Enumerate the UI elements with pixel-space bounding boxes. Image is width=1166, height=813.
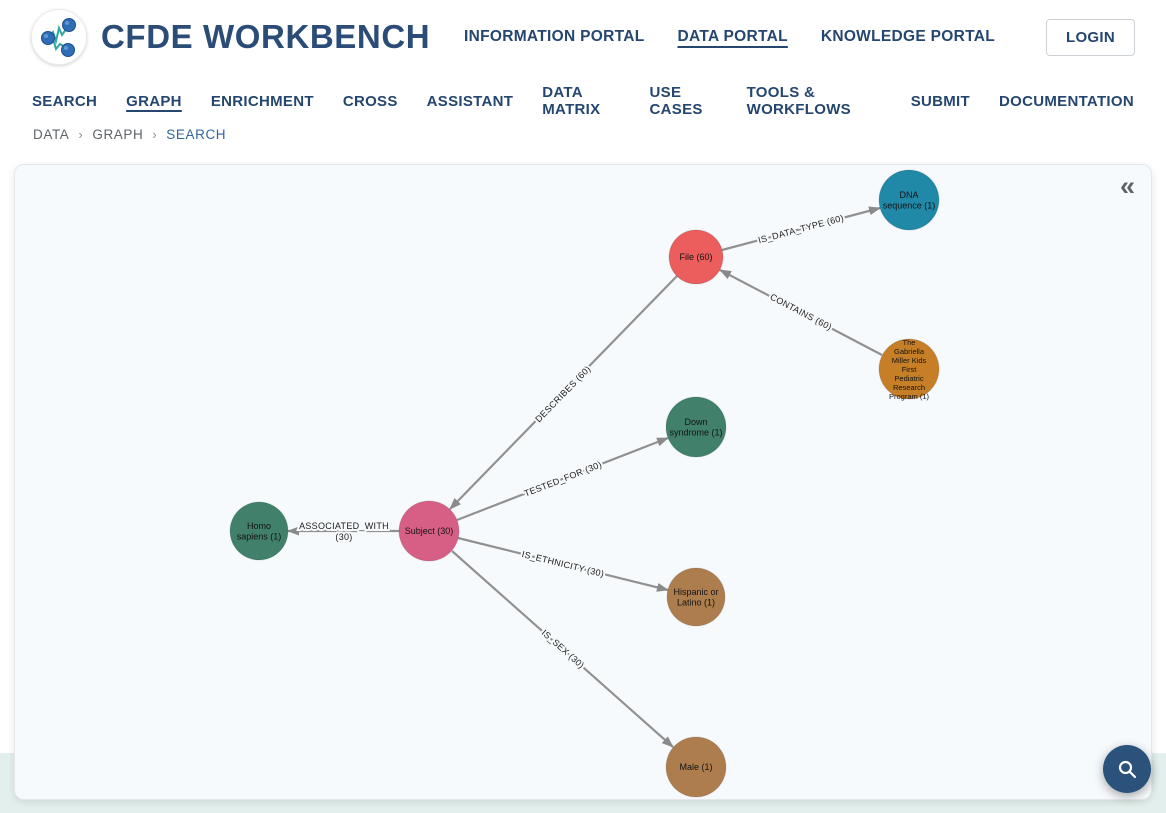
header: CFDE WORKBENCH INFORMATION PORTAL DATA P… (0, 0, 1166, 74)
search-fab-button[interactable] (1103, 745, 1151, 793)
tab-tools-workflows[interactable]: TOOLS & WORKFLOWS (746, 84, 851, 118)
nav-data-portal[interactable]: DATA PORTAL (677, 28, 788, 45)
nav-knowledge-portal[interactable]: KNOWLEDGE PORTAL (820, 28, 995, 45)
graph-edge-label-is-ethnicity: IS_ETHNICITY (30) (521, 549, 605, 579)
login-button[interactable]: LOGIN (1046, 18, 1135, 56)
graph-edge-label-is-sex: IS_SEX (30) (540, 628, 587, 671)
tab-search[interactable]: SEARCH (32, 92, 98, 110)
svg-text:Male (1): Male (1) (679, 762, 712, 772)
tab-enrichment[interactable]: ENRICHMENT (210, 92, 314, 110)
collapse-sidebar-icon[interactable]: « (1119, 171, 1135, 201)
graph-edge-tested-for (456, 436, 669, 522)
app-title: CFDE WORKBENCH (101, 18, 431, 55)
tab-documentation[interactable]: DOCUMENTATION (998, 92, 1134, 110)
graph-node-male[interactable]: Male (1) (665, 736, 727, 798)
graph-edge-contains (719, 269, 883, 356)
breadcrumb-graph[interactable]: GRAPH (92, 127, 144, 142)
tab-graph[interactable]: GRAPH (126, 92, 182, 110)
portal-nav: INFORMATION PORTAL DATA PORTAL KNOWLEDGE… (464, 18, 1135, 56)
breadcrumb-search: SEARCH (166, 127, 227, 142)
graph-node-dna-sequence[interactable]: DNA sequence (1) (878, 169, 940, 231)
graph-node-down-syndrome[interactable]: Down syndrome (1) (665, 396, 727, 458)
graph-node-hispanic-latino[interactable]: Hispanic or Latino (1) (666, 567, 726, 627)
graph-node-homo-sapiens[interactable]: Homo sapiens (1) (229, 501, 289, 561)
search-icon (1118, 760, 1137, 779)
graph-edge-label-contains: CONTAINS (60) (768, 292, 833, 333)
breadcrumb: DATA › GRAPH › SEARCH (0, 127, 259, 142)
tab-submit[interactable]: SUBMIT (910, 92, 970, 110)
cfde-logo-icon (31, 9, 87, 65)
graph-node-file[interactable]: File (60) (668, 229, 724, 285)
graph-edge-is-ethnicity (457, 536, 669, 592)
tab-assistant[interactable]: ASSISTANT (426, 92, 514, 110)
graph-panel: « IS_DATA_TYPE (60) CONTAINS (60) DESCRIBE… (14, 164, 1152, 800)
graph-edge-describes (449, 275, 678, 510)
nav-information-portal[interactable]: INFORMATION PORTAL (464, 28, 645, 45)
tab-cross[interactable]: CROSS (342, 92, 398, 110)
graph-edge-label-tested-for: TESTED_FOR (30) (523, 459, 604, 498)
graph-edge-label-is-data-type: IS_DATA_TYPE (60) (757, 213, 845, 246)
graph-edge-is-data-type (721, 206, 881, 252)
brand[interactable]: CFDE WORKBENCH (31, 9, 430, 65)
svg-text:Subject (30): Subject (30) (405, 526, 454, 536)
graph-edge-is-sex (451, 550, 674, 748)
breadcrumb-separator: › (152, 127, 158, 142)
breadcrumb-data[interactable]: DATA (33, 127, 70, 142)
tab-data-matrix[interactable]: DATA MATRIX (542, 84, 601, 118)
graph-edge-label-associated-with: ASSOCIATED_WITH (30) (299, 521, 389, 542)
section-nav: SEARCH GRAPH ENRICHMENT CROSS ASSISTANT … (0, 84, 1166, 118)
graph-canvas[interactable]: IS_DATA_TYPE (60) CONTAINS (60) DESCRIBES … (15, 165, 1151, 799)
tab-use-cases[interactable]: USE CASES (649, 84, 703, 118)
svg-text:File (60): File (60) (679, 252, 712, 262)
graph-node-gmkf-program[interactable]: The Gabriella Miller Kids First Pediatric Res… (878, 338, 940, 401)
breadcrumb-separator: › (78, 127, 84, 142)
graph-node-subject[interactable]: Subject (30) (398, 500, 460, 562)
graph-edge-label-describes: DESCRIBES (60) (533, 364, 592, 424)
